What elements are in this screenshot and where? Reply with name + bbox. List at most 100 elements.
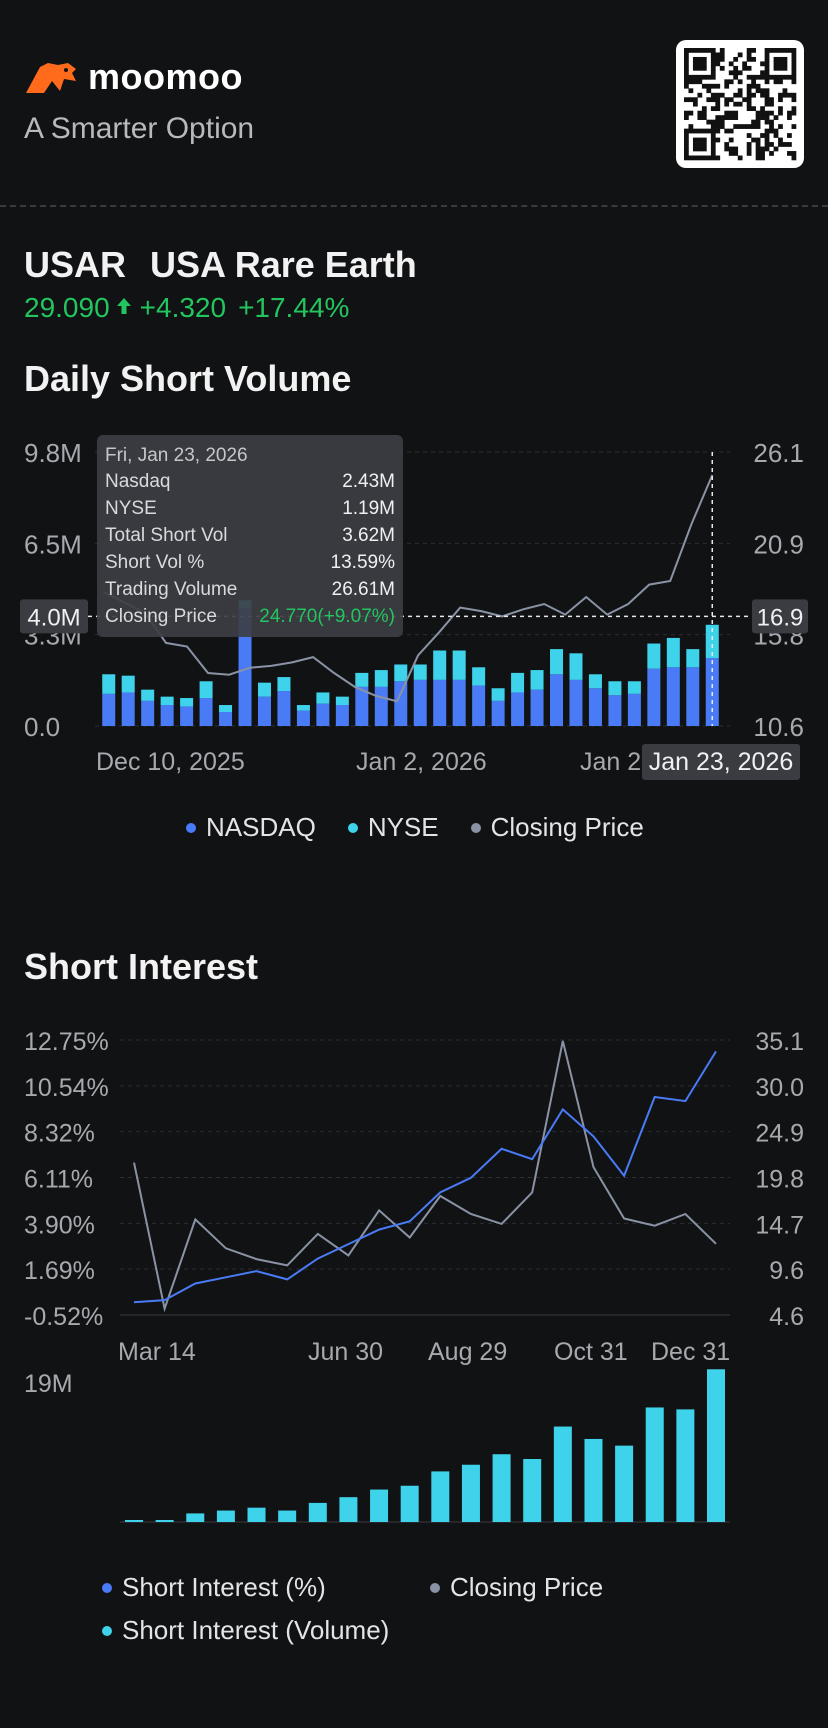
bar-nyse — [511, 672, 525, 693]
bar-nyse — [491, 688, 505, 701]
si-legend-volume: Short Interest (Volume) — [102, 1615, 389, 1646]
bar-nasdaq — [238, 608, 252, 726]
y-axis-left-tick: 1.69% — [24, 1257, 95, 1285]
tooltip-row: Short Vol % 13.59% — [105, 552, 395, 576]
si-legend-percent: Short Interest (%) — [102, 1572, 326, 1603]
legend-nyse: NYSE — [367, 812, 439, 842]
bar-nyse — [705, 624, 719, 659]
bar-short-interest-volume — [615, 1445, 634, 1522]
bar-nasdaq — [452, 679, 466, 726]
crosshair-left-badge — [20, 599, 88, 634]
bar-nasdaq — [277, 691, 291, 726]
bar-nasdaq — [296, 710, 310, 726]
short-interest-chart[interactable]: 12.75% 10.54% 8.32% 6.11% 3.90% 1.69% -0.52% 35… — [0, 1010, 828, 1530]
bar-nyse — [355, 672, 369, 687]
bar-nasdaq — [199, 698, 213, 726]
bar-short-interest-volume — [278, 1510, 297, 1522]
tooltip-label: NYSE — [105, 498, 157, 519]
x-axis-tick: Dec 10, 2025 — [96, 748, 245, 776]
bar-nasdaq — [121, 692, 135, 726]
y-axis-right-tick: 35.1 — [755, 1028, 804, 1056]
tooltip-value: 3.62M — [342, 525, 395, 546]
bar-nyse — [686, 649, 700, 668]
bar-nyse — [374, 670, 388, 687]
dsv-legend: NASDAQ NYSE Closing Price — [186, 812, 644, 843]
legend-dot-icon — [470, 822, 481, 833]
bar-nyse — [394, 664, 408, 682]
y-axis-right-tick: 24.9 — [755, 1120, 804, 1148]
bar-nyse — [141, 689, 155, 701]
x-axis-tick: Jun 30 — [308, 1338, 383, 1366]
y-axis-right-tick: 4.6 — [769, 1303, 804, 1331]
bar-nyse — [569, 653, 583, 680]
bar-nyse — [180, 698, 194, 707]
bar-nasdaq — [569, 679, 583, 726]
short-interest-pct-line — [133, 1050, 717, 1304]
y-axis-left-tick: 9.8M — [24, 438, 82, 468]
tooltip-date: Fri, Jan 23, 2026 — [105, 445, 248, 466]
bar-nasdaq — [550, 674, 564, 726]
daily-short-volume-chart[interactable]: 9.8M6.5M3.3M0.026.120.915.810.64.0M 16.9D… — [0, 430, 828, 790]
bar-nyse — [335, 696, 349, 706]
bar-nyse — [608, 681, 622, 696]
bar-nasdaq — [627, 693, 641, 726]
bar-short-interest-volume — [461, 1464, 480, 1522]
bar-short-interest-volume — [523, 1459, 542, 1522]
bar-nasdaq — [316, 703, 330, 726]
bar-nyse — [627, 681, 641, 694]
tooltip-value: 13.59% — [330, 552, 395, 573]
y-axis-right-tick: 20.9 — [753, 529, 804, 559]
y-axis-right-tick: 26.1 — [753, 438, 804, 468]
crosshair-date: Jan 23, 2026 — [649, 748, 794, 776]
bar-nyse — [199, 681, 213, 699]
bar-nyse — [102, 674, 116, 694]
x-axis-tick: Jan 2, 2026 — [356, 748, 487, 776]
bar-nasdaq — [511, 692, 525, 726]
bar-nasdaq — [530, 689, 544, 726]
stock-change-pct: +17.44% — [238, 292, 350, 323]
y-axis-left-tick: 8.32% — [24, 1120, 95, 1148]
qr-code-icon[interactable] — [676, 40, 804, 168]
y-axis-left-tick: 12.75% — [24, 1028, 109, 1056]
bar-nasdaq — [433, 679, 447, 726]
stock-name: USA Rare Earth — [150, 244, 417, 285]
legend-nasdaq: NASDAQ — [206, 812, 316, 842]
bar-short-interest-volume — [339, 1497, 358, 1522]
x-axis-tick: Oct 31 — [554, 1338, 628, 1366]
bar-short-interest-volume — [186, 1513, 205, 1522]
bar-nyse — [316, 692, 330, 704]
bar-nyse — [160, 696, 174, 706]
stock-quote: 29.090 +4.320 +17.44% — [24, 292, 349, 324]
y-axis-right-tick: 30.0 — [755, 1074, 804, 1102]
y-axis-left-tick: 3.90% — [24, 1211, 95, 1239]
bar-nasdaq — [219, 712, 233, 726]
bar-short-interest-volume — [216, 1510, 235, 1522]
y-axis-right-tick: 14.7 — [755, 1211, 804, 1239]
tooltip-row: Closing Price 24.770(+9.07%) — [105, 606, 395, 630]
brand-name: moomoo — [88, 56, 243, 97]
bar-nasdaq — [355, 686, 369, 726]
bar-short-interest-volume — [125, 1520, 143, 1522]
tooltip-label: Nasdaq — [105, 471, 171, 492]
brand-tagline: A Smarter Option — [24, 112, 255, 145]
legend-dot-icon — [430, 1582, 440, 1593]
si-legend-price: Closing Price — [430, 1572, 603, 1603]
stock-title: USAR USA Rare Earth — [24, 244, 417, 286]
bar-short-interest-volume — [400, 1485, 419, 1522]
bar-nyse — [666, 637, 680, 668]
x-axis-tick: Dec 31 — [651, 1338, 730, 1366]
bar-nasdaq — [666, 667, 680, 726]
legend-dot-icon — [186, 822, 196, 833]
legend-closing-price: Closing Price — [450, 1572, 604, 1602]
bar-nyse — [413, 664, 427, 680]
bar-short-interest-volume — [370, 1489, 389, 1522]
bar-short-interest-volume — [247, 1507, 266, 1522]
bar-short-interest-volume — [155, 1520, 174, 1522]
bar-nyse — [433, 650, 447, 680]
bar-short-interest-volume — [431, 1471, 450, 1522]
header-divider — [0, 205, 828, 207]
x-axis-tick: Aug 29 — [428, 1338, 507, 1366]
brand: moomoo — [24, 56, 243, 98]
crosshair-left-value: 4.0M — [27, 604, 80, 631]
bar-short-interest-volume — [308, 1502, 327, 1522]
